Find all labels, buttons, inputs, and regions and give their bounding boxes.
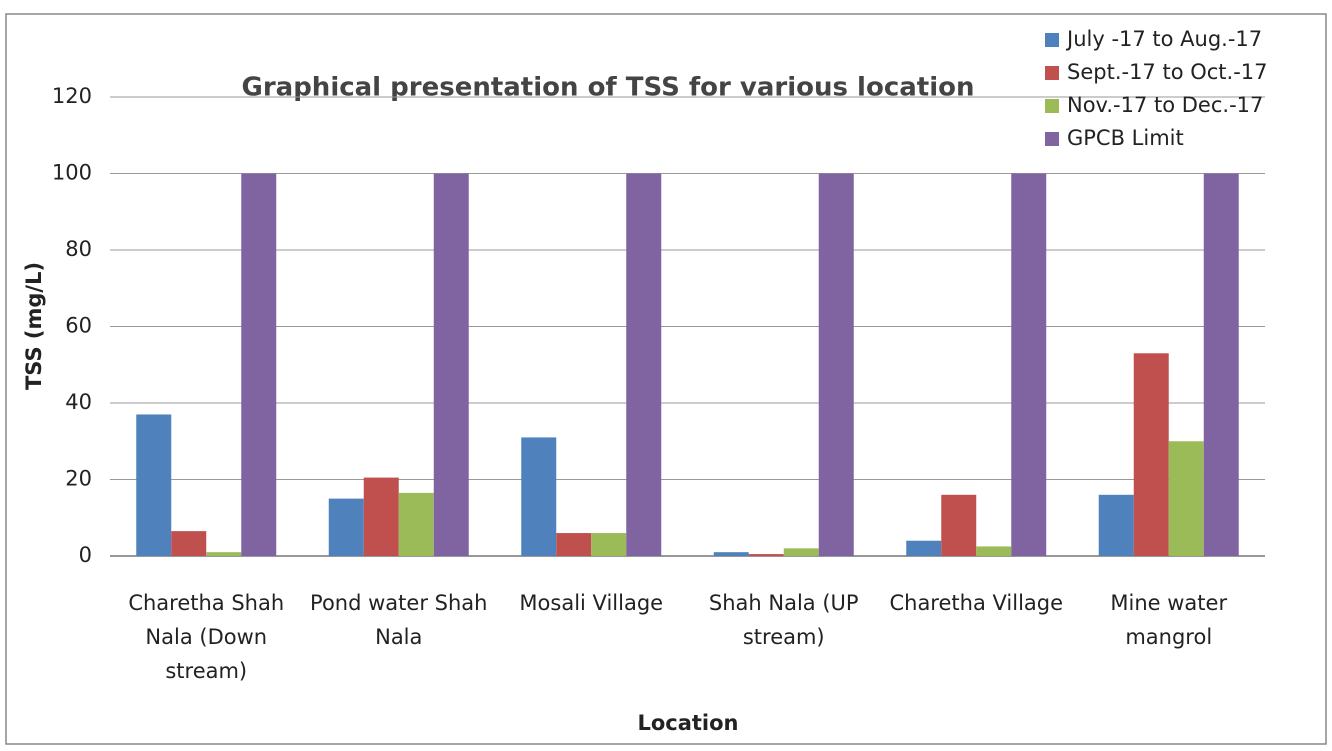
bar [976, 546, 1012, 556]
chart-title: Graphical presentation of TSS for variou… [241, 73, 974, 103]
bar [206, 552, 242, 556]
bar [713, 552, 749, 556]
legend-swatch [1045, 33, 1059, 47]
bar [171, 531, 207, 556]
bar [433, 173, 469, 556]
bar [748, 554, 784, 556]
x-tick-label: Mine water mangrol [1110, 591, 1228, 649]
bar [521, 437, 557, 556]
bar [1133, 353, 1169, 556]
legend-label: Nov.-17 to Dec.-17 [1067, 93, 1263, 117]
y-tick-label: 0 [79, 543, 92, 567]
bar [591, 533, 627, 556]
legend-label: Sept.-17 to Oct.-17 [1067, 60, 1268, 84]
bar [136, 414, 172, 556]
bar [626, 173, 662, 556]
y-tick-label: 20 [65, 467, 92, 491]
legend-label: GPCB Limit [1067, 126, 1184, 150]
bar [398, 492, 434, 556]
bar [1168, 441, 1204, 556]
y-tick-label: 80 [65, 237, 92, 261]
bar [906, 540, 942, 556]
bar [1098, 494, 1134, 556]
x-tick-label: Mosali Village [519, 591, 664, 615]
y-tick-label: 60 [65, 314, 92, 338]
bar [241, 173, 277, 556]
x-tick-label: Shah Nala (UP stream) [708, 591, 859, 649]
bar [328, 498, 364, 556]
y-tick-label: 40 [65, 390, 92, 414]
bar [1203, 173, 1239, 556]
bar [941, 494, 977, 556]
x-tick-label: Pond water Shah Nala [310, 591, 488, 649]
chart-border [5, 13, 1327, 745]
bar [783, 548, 819, 556]
y-axis-label: TSS (mg/L) [22, 262, 46, 390]
y-tick-label: 120 [52, 84, 92, 108]
y-tick-label: 100 [52, 161, 92, 185]
bar [363, 477, 399, 556]
bar [1011, 173, 1047, 556]
legend-swatch [1045, 132, 1059, 146]
legend-swatch [1045, 66, 1059, 80]
bar [818, 173, 854, 556]
x-axis-label: Location [637, 711, 738, 735]
x-tick-label: Charetha Shah Nala (Down stream) [128, 591, 285, 683]
bar [556, 533, 592, 556]
legend-swatch [1045, 99, 1059, 113]
x-tick-label: Charetha Village [889, 591, 1064, 615]
legend-label: July -17 to Aug.-17 [1065, 27, 1262, 51]
